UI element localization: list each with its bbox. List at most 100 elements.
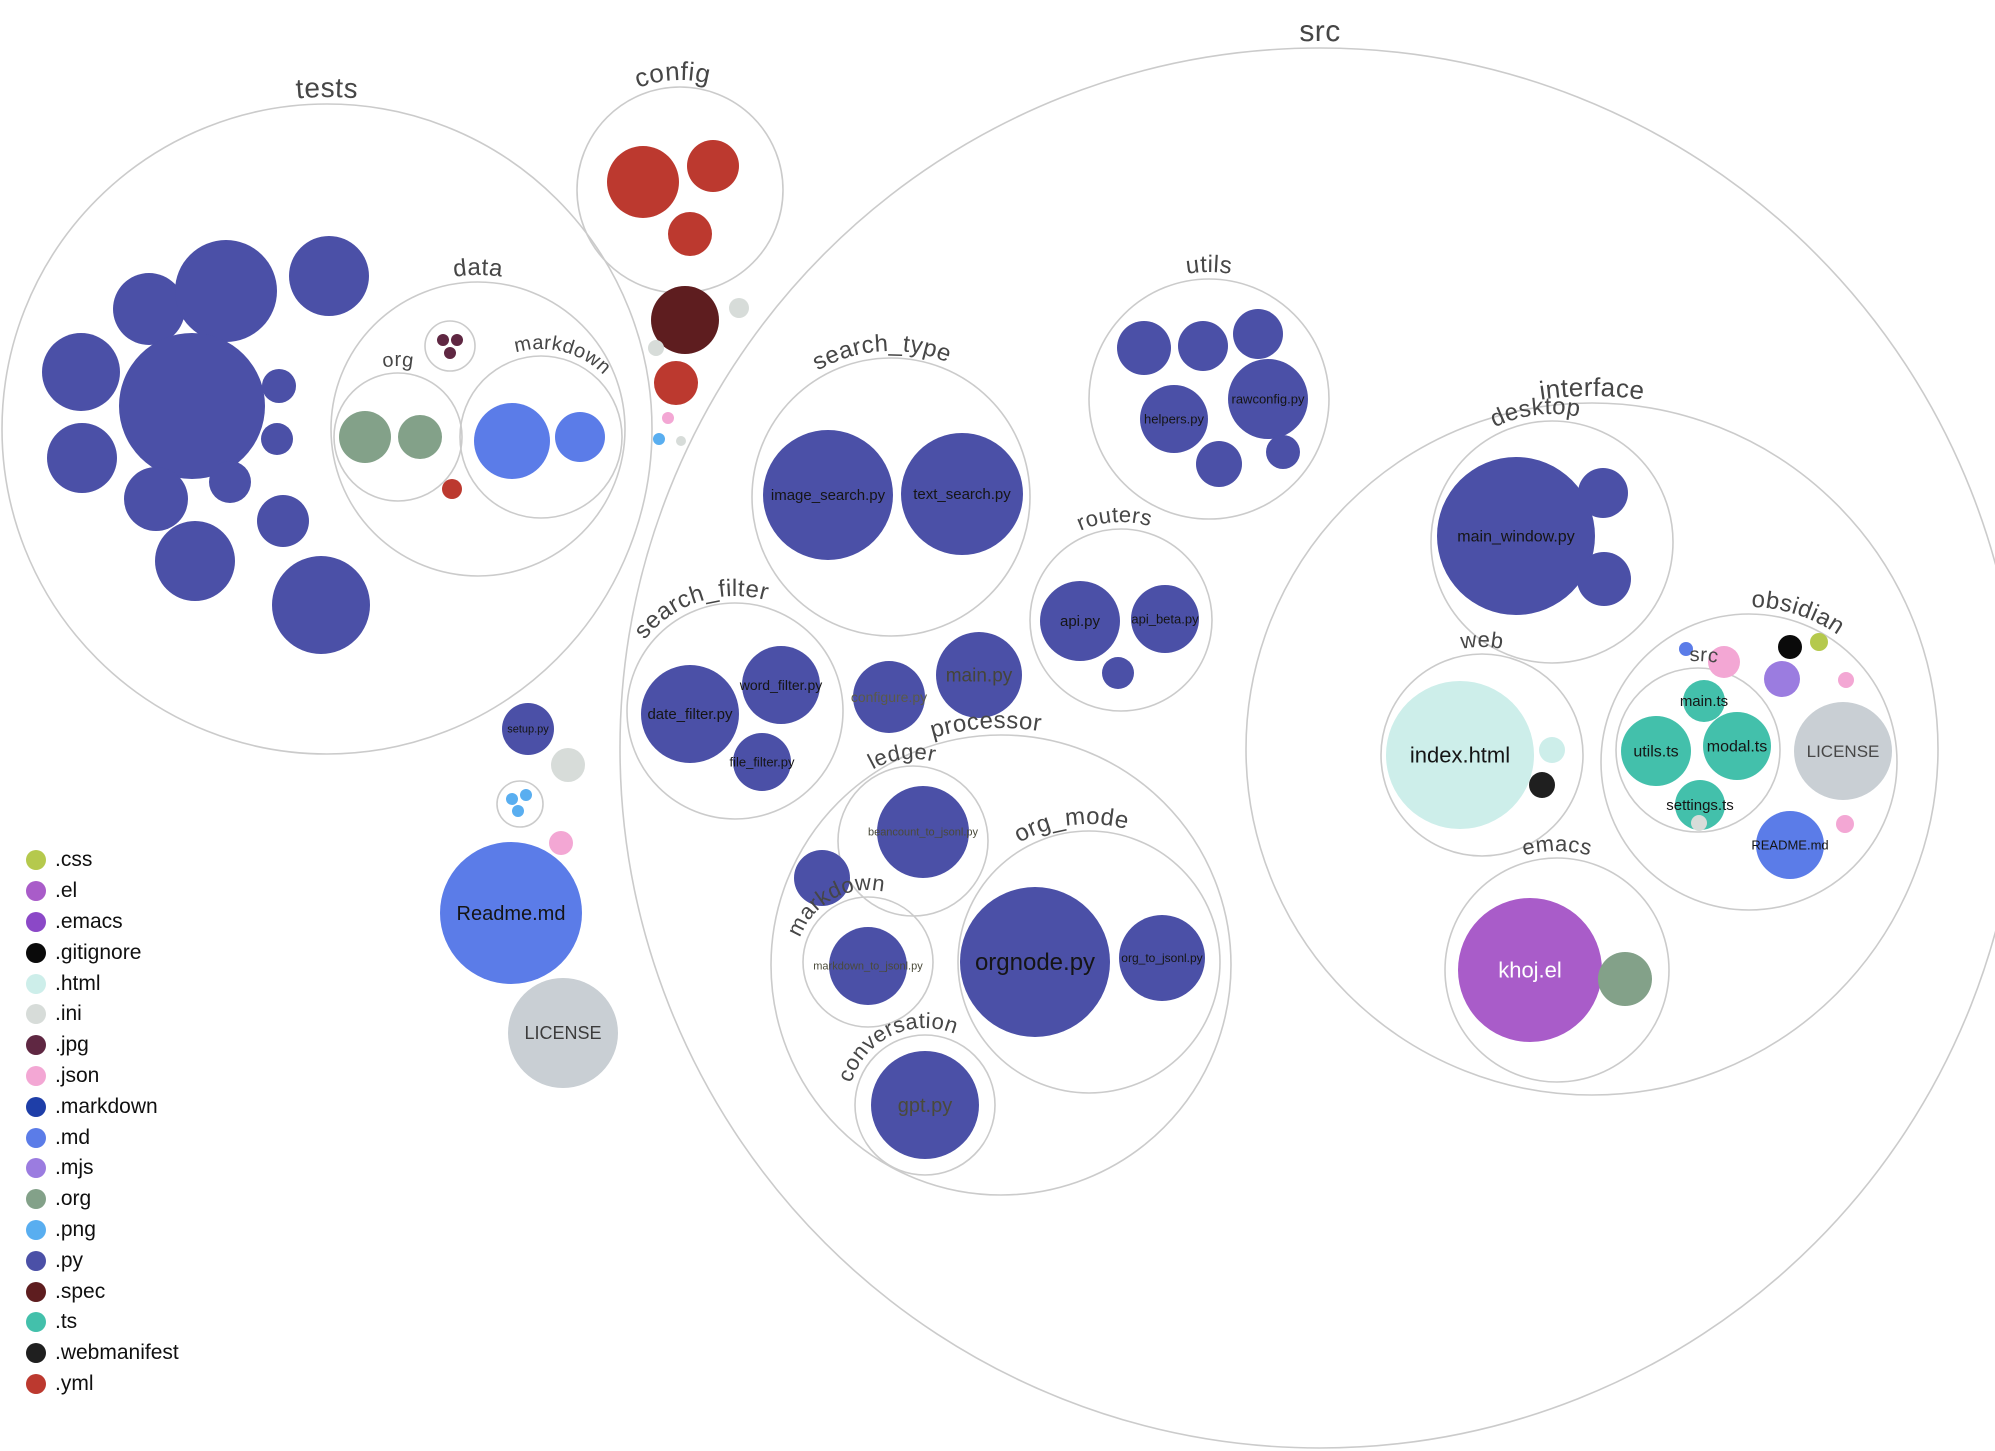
file-circle-utils-py-3 (1233, 309, 1283, 359)
file-label-license-root: LICENSE (524, 1023, 601, 1043)
dir-label-search_type: search_type (808, 330, 955, 376)
dir-label-org_mode: org_mode (1010, 803, 1132, 848)
file-circle-readme-md (440, 842, 582, 984)
file-circle-khoj-el (1458, 898, 1602, 1042)
dir-label-tests: tests (295, 72, 360, 104)
file-circle-file-filter-py (733, 733, 791, 791)
file-label-rawconfig-py: rawconfig.py (1232, 391, 1305, 406)
file-circle-utils-py-1 (1117, 321, 1171, 375)
dir-circle-search_filter (626, 602, 844, 820)
dir-label-markdown-data: markdown (512, 332, 615, 379)
file-circle-root-json-1 (662, 412, 674, 424)
legend-swatch-webmanifest (26, 1343, 46, 1364)
file-circle-data-jpg-1 (437, 334, 449, 346)
legend-label-mjs: .mjs (55, 1156, 94, 1180)
legend-swatch-gitignore (26, 942, 46, 963)
legend-swatch-markdown (26, 1096, 46, 1117)
legend-swatch-emacs (26, 911, 46, 932)
file-circle-word-filter-py (742, 646, 820, 724)
file-circle-data-md-2 (555, 412, 605, 462)
dir-label-org: org (381, 349, 415, 372)
legend-label-html: .html (55, 971, 101, 995)
dir-circle-org_mode (957, 830, 1221, 1094)
file-label-api-beta-py: api_beta.py (1131, 611, 1199, 626)
file-circle-tests-py-1 (42, 333, 120, 411)
file-circle-utils-py-6 (1196, 441, 1242, 487)
file-circle-main-ts (1683, 680, 1725, 722)
dir-circle-src-obsidian (1615, 667, 1781, 833)
file-circle-gpt-py (871, 1051, 979, 1159)
file-circle-main-window-py (1437, 457, 1595, 615)
dir-label-ledger: ledger (863, 739, 938, 774)
legend-label-css: .css (55, 848, 93, 872)
file-label-word-filter-py: word_filter.py (739, 677, 822, 693)
file-circle-tests-py-6 (262, 369, 296, 403)
file-circle-tests-py-3 (175, 240, 277, 342)
file-circle-license-root (508, 978, 618, 1088)
file-circle-tests-py-13 (272, 556, 370, 654)
file-circle-config-yml-2 (687, 140, 739, 192)
legend-item-json: .json (26, 1061, 179, 1092)
file-label-orgnode-py: orgnode.py (975, 949, 1095, 976)
file-circle-index-html (1386, 681, 1534, 829)
file-circle-tests-py-8 (124, 467, 188, 531)
dir-label-src-obsidian: src (1689, 644, 1720, 668)
file-circle-markdown-to-jsonl-py (829, 927, 907, 1005)
dir-circle-markdown-processor (802, 896, 934, 1028)
file-circle-routers-py (1102, 657, 1134, 689)
dir-circle-org (333, 372, 463, 502)
file-circle-root-ini-2 (648, 340, 664, 356)
file-circle-data-org-2 (398, 415, 442, 459)
legend-label-ini: .ini (55, 1002, 82, 1026)
file-circle-setup-py (502, 703, 554, 755)
legend-item-spec: .spec (26, 1276, 179, 1307)
file-circle-data-jpg-3 (444, 347, 456, 359)
file-label-file-filter-py: file_filter.py (729, 754, 795, 769)
file-circle-text-search-py (901, 433, 1023, 555)
file-label-utils-ts: utils.ts (1633, 743, 1678, 760)
file-circle-data-org-1 (339, 411, 391, 463)
dir-circle-processor (770, 734, 1232, 1196)
legend-item-html: .html (26, 968, 179, 999)
file-circle-tests-py-2 (113, 273, 185, 345)
file-circle-settings-ts (1675, 780, 1725, 830)
legend-swatch-spec (26, 1281, 46, 1302)
legend-item-org: .org (26, 1184, 179, 1215)
file-circle-license-obsidian (1794, 702, 1892, 800)
file-label-configure-py: configure.py (851, 689, 927, 705)
file-label-settings-ts: settings.ts (1666, 797, 1734, 814)
file-circle-obsidian-gitignore (1778, 635, 1802, 659)
file-circle-root-png-3 (512, 805, 524, 817)
file-label-main-ts: main.ts (1680, 693, 1728, 710)
legend-swatch-ts (26, 1312, 46, 1333)
file-circle-utils-ts (1621, 716, 1691, 786)
file-circle-emacs-org (1598, 952, 1652, 1006)
dir-label-interface: interface (1537, 372, 1646, 406)
file-circle-web-webmanifest (1529, 772, 1555, 798)
dir-circle-obsidian (1600, 613, 1898, 911)
legend-swatch-el (26, 881, 46, 902)
file-circle-root-png (653, 433, 665, 445)
file-label-org-to-jsonl-py: org_to_jsonl.py (1121, 951, 1202, 965)
legend-label-yml: .yml (55, 1371, 94, 1395)
legend-label-ts: .ts (55, 1310, 78, 1334)
legend-item-md: .md (26, 1122, 179, 1153)
file-label-image-search-py: image_search.py (771, 487, 886, 504)
file-circle-beancount-to-jsonl-py (877, 786, 969, 878)
legend-item-jpg: .jpg (26, 1030, 179, 1061)
legend-label-emacs: .emacs (55, 909, 123, 933)
legend-label-png: .png (55, 1217, 96, 1241)
dir-label-src: src (1299, 15, 1341, 48)
file-circle-processor-py (794, 850, 850, 906)
legend-item-ts: .ts (26, 1307, 179, 1338)
legend-item-png: .png (26, 1215, 179, 1246)
legend-item-emacs: .emacs (26, 907, 179, 938)
file-circle-data-jpg-2 (451, 334, 463, 346)
dir-circle-utils (1088, 278, 1330, 520)
file-label-modal-ts: modal.ts (1707, 738, 1767, 755)
file-circle-root-json-2 (549, 831, 573, 855)
dir-label-processor: processor (927, 707, 1043, 744)
dir-circle-web (1380, 653, 1584, 857)
file-label-index-html: index.html (1410, 742, 1510, 767)
legend-item-ini: .ini (26, 999, 179, 1030)
